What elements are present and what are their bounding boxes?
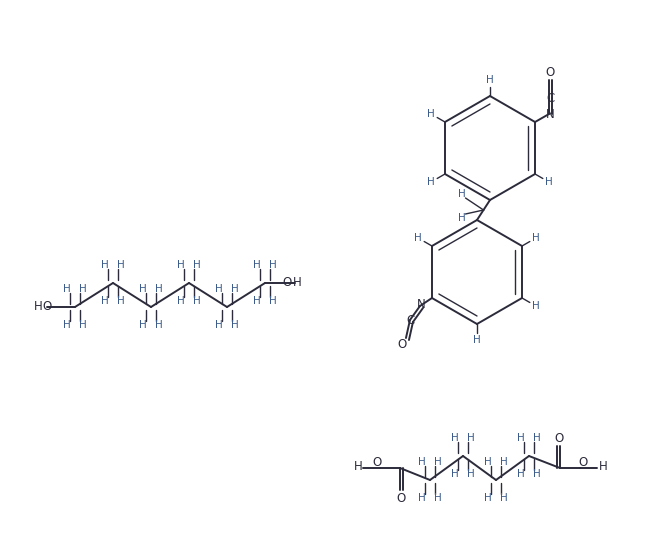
- Text: H: H: [500, 457, 508, 467]
- Text: O: O: [579, 456, 588, 469]
- Text: H: H: [484, 457, 492, 467]
- Text: H: H: [231, 284, 239, 294]
- Text: H: H: [215, 320, 223, 330]
- Text: H: H: [269, 260, 277, 270]
- Text: H: H: [517, 433, 525, 443]
- Text: O: O: [545, 67, 555, 80]
- Text: O: O: [283, 276, 292, 289]
- Text: H: H: [427, 109, 435, 119]
- Text: H: H: [418, 493, 426, 503]
- Text: C: C: [407, 314, 415, 326]
- Text: H: H: [155, 284, 163, 294]
- Text: H: H: [34, 300, 43, 312]
- Text: H: H: [101, 296, 109, 306]
- Text: H: H: [467, 433, 475, 443]
- Text: H: H: [533, 433, 541, 443]
- Text: H: H: [451, 433, 459, 443]
- Text: H: H: [231, 320, 239, 330]
- Text: O: O: [43, 300, 52, 312]
- Text: H: H: [101, 260, 109, 270]
- Text: H: H: [177, 296, 185, 306]
- Text: H: H: [434, 457, 442, 467]
- Text: H: H: [354, 460, 362, 474]
- Text: H: H: [517, 469, 525, 479]
- Text: H: H: [269, 296, 277, 306]
- Text: O: O: [398, 337, 406, 350]
- Text: H: H: [117, 260, 125, 270]
- Text: O: O: [372, 456, 382, 469]
- Text: H: H: [63, 320, 71, 330]
- Text: H: H: [253, 260, 261, 270]
- Text: H: H: [215, 284, 223, 294]
- Text: H: H: [473, 335, 481, 345]
- Text: H: H: [193, 260, 201, 270]
- Text: H: H: [532, 301, 540, 311]
- Text: H: H: [532, 233, 540, 243]
- Text: O: O: [555, 431, 564, 444]
- Text: H: H: [500, 493, 508, 503]
- Text: H: H: [458, 189, 466, 199]
- Text: H: H: [139, 320, 147, 330]
- Text: H: H: [79, 320, 87, 330]
- Text: H: H: [484, 493, 492, 503]
- Text: H: H: [545, 177, 553, 187]
- Text: N: N: [546, 108, 555, 122]
- Text: N: N: [416, 299, 426, 311]
- Text: H: H: [598, 460, 607, 474]
- Text: H: H: [193, 296, 201, 306]
- Text: H: H: [451, 469, 459, 479]
- Text: H: H: [63, 284, 71, 294]
- Text: H: H: [486, 75, 494, 85]
- Text: C: C: [546, 92, 554, 105]
- Text: H: H: [253, 296, 261, 306]
- Text: H: H: [427, 177, 435, 187]
- Text: H: H: [155, 320, 163, 330]
- Text: H: H: [458, 213, 466, 223]
- Text: H: H: [117, 296, 125, 306]
- Text: O: O: [396, 492, 406, 504]
- Text: H: H: [418, 457, 426, 467]
- Text: H: H: [434, 493, 442, 503]
- Text: H: H: [293, 276, 301, 289]
- Text: H: H: [177, 260, 185, 270]
- Text: H: H: [79, 284, 87, 294]
- Text: H: H: [139, 284, 147, 294]
- Text: H: H: [467, 469, 475, 479]
- Text: H: H: [414, 233, 422, 243]
- Text: H: H: [533, 469, 541, 479]
